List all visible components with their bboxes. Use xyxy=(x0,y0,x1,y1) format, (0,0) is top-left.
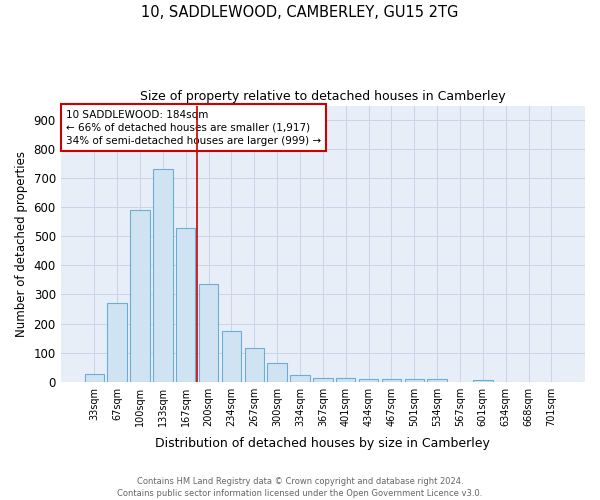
Bar xyxy=(336,378,355,382)
Bar xyxy=(221,331,241,382)
Bar xyxy=(313,378,332,382)
Bar xyxy=(268,363,287,382)
Text: 10 SADDLEWOOD: 184sqm
← 66% of detached houses are smaller (1,917)
34% of semi-d: 10 SADDLEWOOD: 184sqm ← 66% of detached … xyxy=(66,110,321,146)
Title: Size of property relative to detached houses in Camberley: Size of property relative to detached ho… xyxy=(140,90,506,103)
Text: 10, SADDLEWOOD, CAMBERLEY, GU15 2TG: 10, SADDLEWOOD, CAMBERLEY, GU15 2TG xyxy=(142,5,458,20)
Bar xyxy=(85,374,104,382)
Bar xyxy=(176,228,196,382)
Bar xyxy=(382,380,401,382)
Bar xyxy=(199,284,218,382)
Bar xyxy=(153,170,173,382)
Bar xyxy=(404,380,424,382)
Text: Contains HM Land Registry data © Crown copyright and database right 2024.
Contai: Contains HM Land Registry data © Crown c… xyxy=(118,476,482,498)
Y-axis label: Number of detached properties: Number of detached properties xyxy=(15,150,28,336)
Bar xyxy=(427,380,447,382)
Bar xyxy=(359,378,378,382)
X-axis label: Distribution of detached houses by size in Camberley: Distribution of detached houses by size … xyxy=(155,437,490,450)
Bar xyxy=(107,303,127,382)
Bar xyxy=(130,210,149,382)
Bar xyxy=(473,380,493,382)
Bar xyxy=(245,348,264,382)
Bar xyxy=(290,376,310,382)
